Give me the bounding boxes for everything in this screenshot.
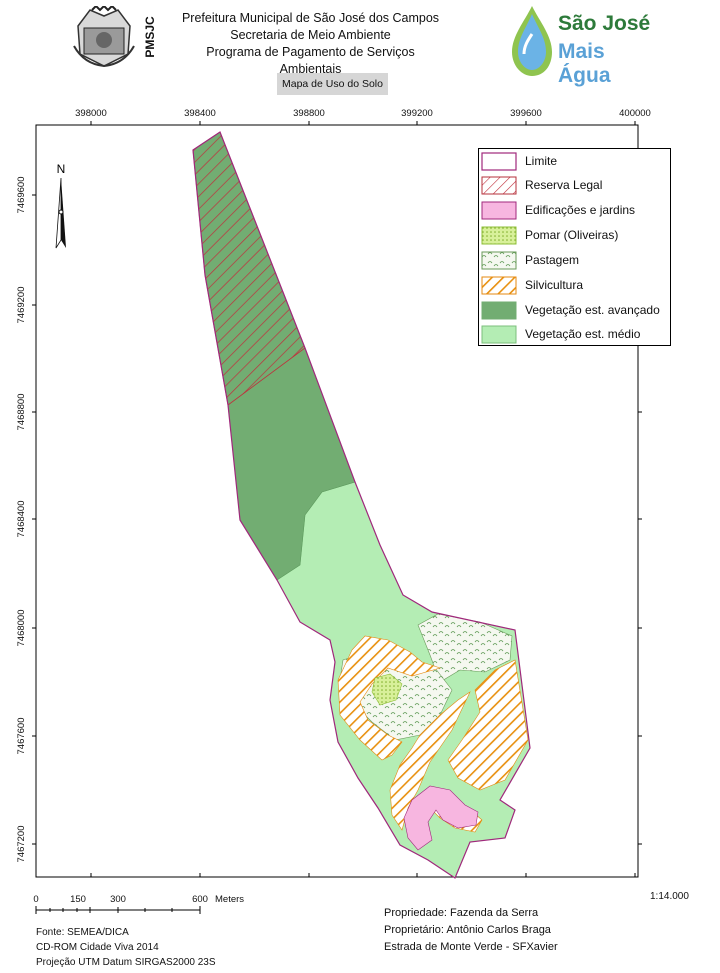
scale-label: 0	[33, 894, 38, 905]
scale-label: 600	[192, 894, 208, 905]
header-title: Prefeitura Municipal de São José dos Cam…	[178, 10, 443, 78]
legend-label: Vegetação est. avançado	[525, 303, 660, 317]
legend-label: Silvicultura	[525, 278, 584, 292]
legend-item-pomar: Pomar (Oliveiras)	[481, 225, 669, 247]
legend-swatch	[481, 325, 517, 344]
source-line: Fonte: SEMEA/DICA	[36, 927, 129, 938]
y-tick-label: 7467200	[16, 826, 27, 863]
x-tick-label: 398000	[75, 108, 107, 119]
top-axis: 398000 398400 398800 399200 399600 40000…	[75, 108, 651, 877]
map-title: Mapa de Uso do Solo	[277, 73, 388, 95]
source-line: Projeção UTM Datum SIRGAS2000 23S	[36, 957, 216, 968]
y-tick-label: 7467600	[16, 718, 27, 755]
parcel-silvicultura-east	[447, 659, 529, 791]
legend-item-silvicultura: Silvicultura	[481, 275, 669, 297]
legend-swatch	[481, 276, 517, 295]
legend-label: Pomar (Oliveiras)	[525, 228, 619, 242]
property-boundary	[192, 131, 531, 879]
legend-label: Vegetação est. médio	[525, 327, 641, 341]
source-line: CD-ROM Cidade Viva 2014	[36, 942, 159, 953]
y-tick-label: 7468400	[16, 501, 27, 538]
header-line-2: Secretaria de Meio Ambiente	[230, 28, 391, 42]
legend: Limite Reserva Legal Edificações e jardi…	[478, 148, 671, 346]
legend-label: Reserva Legal	[525, 178, 603, 192]
logo-text-line-1: São José	[558, 12, 651, 35]
water-drop-icon	[512, 6, 552, 76]
sao-jose-mais-agua-logo: São José Mais Água	[506, 4, 656, 87]
legend-label: Limite	[525, 154, 558, 168]
legend-swatch	[481, 226, 517, 245]
property-name: Propriedade: Fazenda da Serra	[384, 907, 539, 919]
map-frame	[35, 124, 639, 878]
north-label: N	[57, 162, 66, 176]
x-tick-label: 399200	[401, 108, 433, 119]
y-tick-label: 7468000	[16, 610, 27, 647]
header-line-1: Prefeitura Municipal de São José dos Cam…	[181, 11, 440, 25]
header-line-3: Programa de Pagamento de Serviços Ambien…	[206, 45, 415, 76]
legend-item-vegetacao-avancado: Vegetação est. avançado	[481, 300, 669, 322]
legend-item-reserva-legal: Reserva Legal	[481, 175, 669, 197]
legend-swatch	[481, 152, 517, 171]
parcel-silvicultura-west	[337, 635, 442, 761]
scale-bar: 0 150 300 600 Meters	[33, 894, 244, 914]
north-arrow-icon: N	[55, 162, 66, 249]
property-parcels	[192, 131, 531, 879]
scale-ratio: 1:14.000	[650, 891, 689, 902]
legend-label: Edificações e jardins	[525, 203, 636, 217]
x-tick-label: 399600	[510, 108, 542, 119]
legend-item-pastagem: Pastagem	[481, 250, 669, 272]
y-tick-label: 7469200	[16, 287, 27, 324]
x-tick-label: 398400	[184, 108, 216, 119]
logo-text-line-2: Mais Água	[558, 40, 611, 87]
legend-swatch	[481, 251, 517, 270]
scale-label: 150	[70, 894, 86, 905]
legend-item-limite: Limite	[481, 151, 669, 173]
scale-unit-label: Meters	[215, 894, 244, 905]
y-tick-label: 7468800	[16, 394, 27, 431]
municipal-crest-logo	[73, 6, 135, 68]
legend-item-edificacoes: Edificações e jardins	[481, 200, 669, 222]
x-tick-label: 400000	[619, 108, 651, 119]
scale-label: 300	[110, 894, 126, 905]
property-owner: Proprietário: Antônio Carlos Braga	[384, 924, 551, 936]
parcel-pomar	[371, 673, 403, 706]
x-tick-label: 398800	[293, 108, 325, 119]
legend-label: Pastagem	[525, 253, 580, 267]
legend-swatch	[481, 301, 517, 320]
y-tick-label: 7469600	[16, 177, 27, 214]
header: PMSJC Prefeitura Municipal de São José d…	[0, 0, 720, 100]
source-credits: Fonte: SEMEA/DICA CD-ROM Cidade Viva 201…	[36, 925, 216, 970]
legend-swatch	[481, 201, 517, 220]
parcel-edificacoes	[403, 785, 479, 851]
property-address: Estrada de Monte Verde - SFXavier	[384, 941, 558, 953]
property-info: Propriedade: Fazenda da Serra Proprietár…	[384, 905, 558, 956]
legend-item-vegetacao-medio: Vegetação est. médio	[481, 324, 669, 346]
legend-swatch	[481, 176, 517, 195]
